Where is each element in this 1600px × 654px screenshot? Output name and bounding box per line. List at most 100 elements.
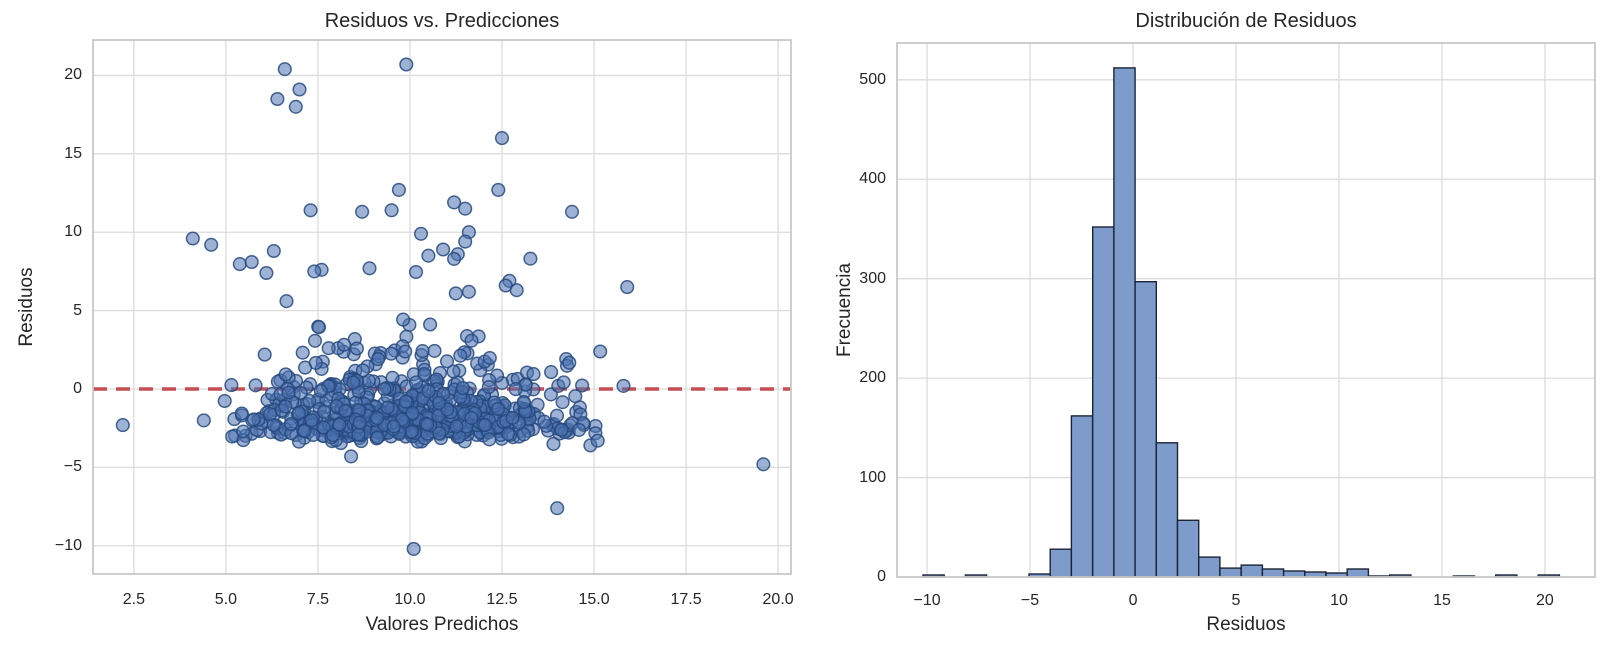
scatter-point bbox=[461, 284, 476, 299]
scatter-x-tick-label: 20.0 bbox=[762, 591, 794, 608]
scatter-point bbox=[549, 408, 565, 423]
scatter-point bbox=[571, 422, 587, 437]
scatter-point bbox=[307, 333, 323, 348]
scatter-point bbox=[420, 417, 435, 432]
histogram-y-tick-label: 200 bbox=[859, 369, 886, 387]
scatter-point bbox=[415, 344, 430, 359]
scatter-point bbox=[257, 347, 272, 362]
scatter-x-tick-label: 10.0 bbox=[394, 591, 426, 608]
scatter-y-tick-label: 20 bbox=[64, 66, 82, 84]
scatter-point bbox=[490, 401, 505, 417]
histogram-bar bbox=[1070, 415, 1094, 578]
histogram-bar bbox=[1091, 226, 1115, 578]
scatter-point bbox=[326, 428, 341, 443]
scatter-point bbox=[464, 410, 479, 425]
scatter-point bbox=[564, 204, 580, 219]
scatter-point bbox=[313, 383, 328, 399]
plot-border bbox=[896, 42, 1596, 578]
scatter-point bbox=[297, 423, 312, 439]
scatter-point bbox=[355, 204, 370, 219]
scatter-point bbox=[293, 385, 308, 401]
scatter-point bbox=[259, 265, 274, 281]
scatter-point bbox=[494, 131, 510, 146]
scatter-point bbox=[446, 364, 461, 379]
scatter-point bbox=[270, 91, 285, 107]
histogram-bar bbox=[1346, 568, 1370, 578]
histogram-bar bbox=[1219, 567, 1242, 578]
scatter-point bbox=[447, 195, 462, 210]
scatter-point bbox=[453, 348, 468, 363]
histogram-bar bbox=[1134, 281, 1157, 578]
scatter-point bbox=[332, 417, 347, 432]
scatter-point bbox=[423, 317, 438, 332]
scatter-point bbox=[321, 341, 336, 356]
scatter-point bbox=[303, 203, 318, 218]
histogram-bar bbox=[1240, 564, 1264, 578]
scatter-point bbox=[458, 201, 473, 216]
scatter-y-tick-label: 15 bbox=[64, 144, 82, 162]
scatter-point bbox=[421, 248, 436, 263]
scatter-x-tick-label: 5.0 bbox=[214, 591, 238, 608]
scatter-point bbox=[217, 393, 232, 409]
scatter-point bbox=[575, 378, 590, 393]
scatter-point bbox=[398, 344, 413, 359]
histogram-y-tick-label: 0 bbox=[877, 568, 886, 585]
scatter-y-tick-label: −10 bbox=[54, 536, 82, 554]
scatter-point bbox=[224, 378, 239, 393]
histogram-bar bbox=[1197, 556, 1221, 578]
histogram-y-tick-label: 500 bbox=[859, 70, 886, 88]
scatter-point bbox=[408, 264, 424, 280]
scatter-x-tick-label: 15.0 bbox=[578, 591, 610, 608]
scatter-point bbox=[482, 350, 497, 366]
histogram-x-tick-label: 15 bbox=[1433, 592, 1451, 609]
scatter-point bbox=[555, 395, 570, 410]
scatter-point bbox=[316, 420, 331, 435]
scatter-point bbox=[391, 182, 406, 197]
scatter-point bbox=[491, 182, 506, 197]
scatter-point bbox=[288, 99, 303, 114]
scatter-point bbox=[508, 382, 523, 397]
scatter-x-tick-label: 12.5 bbox=[486, 591, 518, 608]
scatter-point bbox=[370, 430, 385, 445]
histogram-x-tick-label: 20 bbox=[1536, 592, 1554, 609]
scatter-point bbox=[277, 62, 292, 77]
scatter-point bbox=[756, 457, 771, 472]
scatter-point bbox=[380, 400, 395, 415]
scatter-x-tick-label: 7.5 bbox=[306, 591, 330, 608]
scatter-point bbox=[279, 294, 294, 309]
scatter-point bbox=[427, 343, 442, 358]
scatter-point bbox=[370, 411, 385, 426]
scatter-point bbox=[234, 406, 249, 421]
scatter-point bbox=[478, 418, 493, 433]
scatter-y-tick-label: 10 bbox=[64, 223, 82, 241]
histogram-bar bbox=[1261, 568, 1285, 578]
scatter-point bbox=[352, 415, 367, 430]
scatter-point bbox=[556, 375, 571, 390]
scatter-point bbox=[593, 344, 608, 359]
histogram-bar bbox=[1049, 548, 1073, 578]
scatter-point bbox=[458, 234, 473, 249]
scatter-point bbox=[377, 381, 392, 397]
scatter-point bbox=[439, 354, 455, 369]
scatter-point bbox=[620, 280, 635, 295]
scatter-point bbox=[292, 82, 307, 97]
scatter-point bbox=[344, 449, 359, 464]
scatter-point bbox=[413, 226, 429, 241]
scatter-point bbox=[398, 394, 413, 409]
scatter-point bbox=[281, 385, 296, 400]
scatter-point bbox=[362, 261, 377, 276]
scatter-point bbox=[185, 231, 200, 246]
scatter-point bbox=[346, 375, 361, 390]
histogram-yaxis-label: Frecuencia bbox=[834, 263, 855, 357]
scatter-point bbox=[447, 251, 462, 266]
scatter-point bbox=[562, 355, 577, 370]
histogram-y-tick-label: 300 bbox=[859, 269, 886, 287]
histogram-bar bbox=[1176, 519, 1200, 578]
scatter-point bbox=[432, 426, 447, 441]
scatter-y-tick-label: 5 bbox=[73, 301, 82, 319]
scatter-point bbox=[421, 384, 436, 399]
scatter-point bbox=[311, 320, 327, 335]
scatter-point bbox=[550, 501, 565, 516]
scatter-point bbox=[246, 412, 261, 427]
scatter-point bbox=[481, 380, 496, 395]
